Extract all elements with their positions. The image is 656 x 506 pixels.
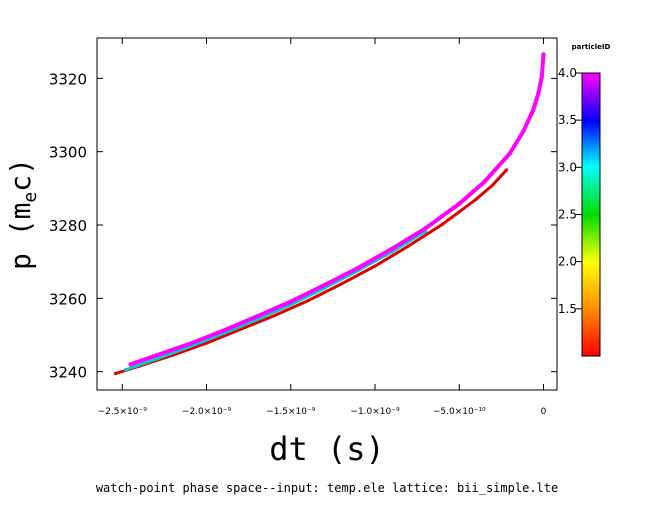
data-point [539, 74, 545, 79]
data-point [536, 90, 541, 96]
x-tick-label: −1.5×10⁻⁹ [266, 407, 316, 417]
data-point [113, 371, 118, 376]
data-point [521, 129, 526, 134]
y-tick-label: 3320 [49, 70, 87, 88]
x-tick-label: 0 [541, 407, 547, 417]
y-tick-label: 3300 [49, 144, 87, 162]
data-point [238, 327, 242, 332]
data-point [221, 328, 226, 333]
data-point [187, 341, 192, 346]
data-point [322, 282, 327, 288]
data-point [440, 222, 445, 226]
y-axis-label-group: p (mec) [4, 158, 41, 270]
data-point [373, 264, 377, 268]
series-line-particle-1 [114, 168, 508, 375]
x-tick-label: −1.0×10⁻⁹ [350, 407, 400, 417]
y-tick-label: 3260 [49, 290, 87, 308]
data-point [531, 107, 536, 112]
series-line-particle-3 [124, 229, 428, 372]
data-point [389, 246, 395, 252]
data-point [272, 314, 276, 318]
data-point [482, 179, 487, 184]
data-point [154, 357, 158, 361]
x-tick-label: −2.5×10⁻⁹ [98, 407, 148, 417]
data-point [474, 197, 478, 201]
data-point [355, 265, 361, 271]
data-point [339, 282, 343, 286]
series-line-particle-4 [128, 52, 546, 367]
data-point [504, 168, 509, 172]
data-point [204, 341, 209, 345]
colorbar-tick-label: 4.0 [558, 66, 577, 80]
data-point [457, 201, 462, 206]
colorbar-tick-label: 2.0 [558, 255, 577, 269]
data-point [288, 299, 293, 304]
x-tick-label: −5.0×10⁻¹⁰ [433, 407, 486, 417]
x-tick-label: −2.0×10⁻⁹ [182, 407, 232, 417]
data-point [306, 299, 310, 303]
data-point [153, 353, 159, 358]
data-point [507, 151, 513, 156]
x-axis-label: dt (s) [269, 430, 385, 468]
colorbar [581, 72, 601, 357]
data-point [423, 226, 428, 231]
colorbar-tick-label: 1.5 [558, 302, 577, 316]
colorbar-tick-label: 3.0 [558, 160, 577, 174]
y-axis-label-sub: e [20, 192, 41, 203]
y-tick-label: 3240 [49, 364, 87, 382]
data-point [254, 314, 260, 319]
colorbar-tick-label: 3.5 [558, 113, 577, 127]
svg-text:p (mec): p (mec) [4, 158, 41, 270]
data-point [541, 52, 546, 57]
data-point [124, 368, 128, 372]
plot-frame [96, 37, 558, 391]
colorbar-title: particleID [572, 43, 611, 51]
y-axis-label-tail: c) [4, 158, 37, 192]
colorbar-tick-label: 2.5 [558, 208, 577, 222]
data-point [128, 362, 133, 367]
y-tick-label: 3280 [49, 217, 87, 235]
data-point [407, 244, 411, 248]
y-axis-label: p (m [4, 203, 37, 270]
caption: watch-point phase space--input: temp.ele… [96, 481, 558, 495]
data-point [491, 183, 495, 187]
